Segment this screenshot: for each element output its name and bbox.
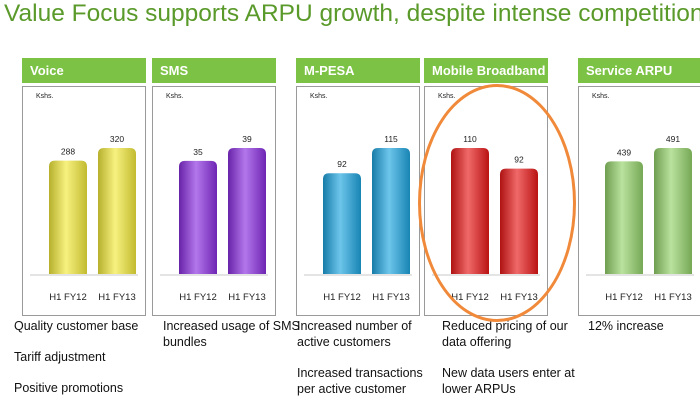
y-axis-unit: Kshs. bbox=[166, 93, 184, 100]
data-label: 110 bbox=[463, 134, 477, 144]
bar bbox=[323, 173, 361, 274]
y-axis-unit: Kshs. bbox=[438, 93, 456, 100]
bar bbox=[49, 160, 87, 274]
data-label: 115 bbox=[384, 134, 398, 144]
data-label: 439 bbox=[617, 147, 631, 157]
bar bbox=[654, 148, 692, 274]
note-text: 12% increase bbox=[588, 319, 664, 333]
chart-notes: 12% increase bbox=[588, 318, 700, 349]
bar bbox=[500, 168, 538, 274]
bar bbox=[451, 148, 489, 274]
note-text: Increased number of active customers bbox=[297, 319, 412, 349]
note-text: Quality customer base bbox=[14, 319, 139, 333]
bar-chart: Kshs. 110 H1 FY12 92 H1 FY13 bbox=[432, 93, 540, 303]
bar-chart: Kshs. 439 H1 FY12 491 H1 FY13 bbox=[586, 93, 694, 303]
data-label: 491 bbox=[666, 134, 680, 144]
category-label: H1 FY13 bbox=[228, 292, 266, 303]
category-label: H1 FY12 bbox=[451, 292, 489, 303]
category-label: H1 FY12 bbox=[605, 292, 643, 303]
chart-panel: M-PESA Kshs. 92 H1 FY12 115 H1 FY13 bbox=[296, 58, 420, 318]
chart-title: SMS bbox=[152, 58, 276, 83]
bar bbox=[179, 160, 217, 274]
chart-panel: Mobile Broadband Kshs. 110 H1 FY12 92 H1 FY13 bbox=[424, 58, 548, 318]
chart-title: Voice bbox=[22, 58, 146, 83]
y-axis-unit: Kshs. bbox=[310, 93, 328, 100]
chart-notes: Quality customer base Tariff adjustment Po… bbox=[14, 318, 154, 411]
page-title: Value Focus supports ARPU growth, despit… bbox=[4, 0, 700, 27]
y-axis-unit: Kshs. bbox=[592, 93, 610, 100]
note-text: Positive promotions bbox=[14, 381, 124, 395]
data-label: 92 bbox=[337, 159, 347, 169]
note-text: Increased usage of SMS bundles bbox=[163, 319, 300, 349]
bar bbox=[228, 148, 266, 274]
data-label: 35 bbox=[193, 147, 203, 157]
chart-panel: Voice Kshs. 288 H1 FY12 320 H1 FY13 bbox=[22, 58, 146, 318]
category-label: H1 FY13 bbox=[98, 292, 136, 303]
category-label: H1 FY13 bbox=[372, 292, 410, 303]
chart-notes: Increased usage of SMS bundles bbox=[163, 318, 303, 365]
note-text: New data users enter at lower ARPUs bbox=[442, 366, 575, 396]
chart-title: M-PESA bbox=[296, 58, 420, 83]
chart-notes: Reduced pricing of our data offering New … bbox=[442, 318, 582, 412]
bar-chart: Kshs. 35 H1 FY12 39 H1 FY13 bbox=[160, 93, 268, 303]
category-label: H1 FY13 bbox=[500, 292, 538, 303]
category-label: H1 FY12 bbox=[323, 292, 361, 303]
note-text: Increased transactions per active custom… bbox=[297, 366, 423, 396]
chart-title: Service ARPU bbox=[578, 58, 700, 83]
category-label: H1 FY12 bbox=[179, 292, 217, 303]
data-label: 320 bbox=[110, 134, 124, 144]
data-label: 92 bbox=[514, 155, 524, 165]
data-label: 288 bbox=[61, 147, 75, 157]
bar-chart: Kshs. 92 H1 FY12 115 H1 FY13 bbox=[304, 93, 412, 303]
category-label: H1 FY12 bbox=[49, 292, 87, 303]
bar bbox=[372, 148, 410, 274]
note-text: Tariff adjustment bbox=[14, 350, 106, 364]
bar bbox=[98, 148, 136, 274]
data-label: 39 bbox=[242, 134, 252, 144]
y-axis-unit: Kshs. bbox=[36, 93, 54, 100]
bar-chart: Kshs. 288 H1 FY12 320 H1 FY13 bbox=[30, 93, 138, 303]
chart-panel: Service ARPU Kshs. 439 H1 FY12 491 H1 FY13 bbox=[578, 58, 700, 318]
bar bbox=[605, 161, 643, 274]
chart-notes: Increased number of active customers Incr… bbox=[297, 318, 437, 412]
category-label: H1 FY13 bbox=[654, 292, 692, 303]
chart-title: Mobile Broadband bbox=[424, 58, 548, 83]
note-text: Reduced pricing of our data offering bbox=[442, 319, 568, 349]
chart-panel: SMS Kshs. 35 H1 FY12 39 H1 FY13 bbox=[152, 58, 276, 318]
